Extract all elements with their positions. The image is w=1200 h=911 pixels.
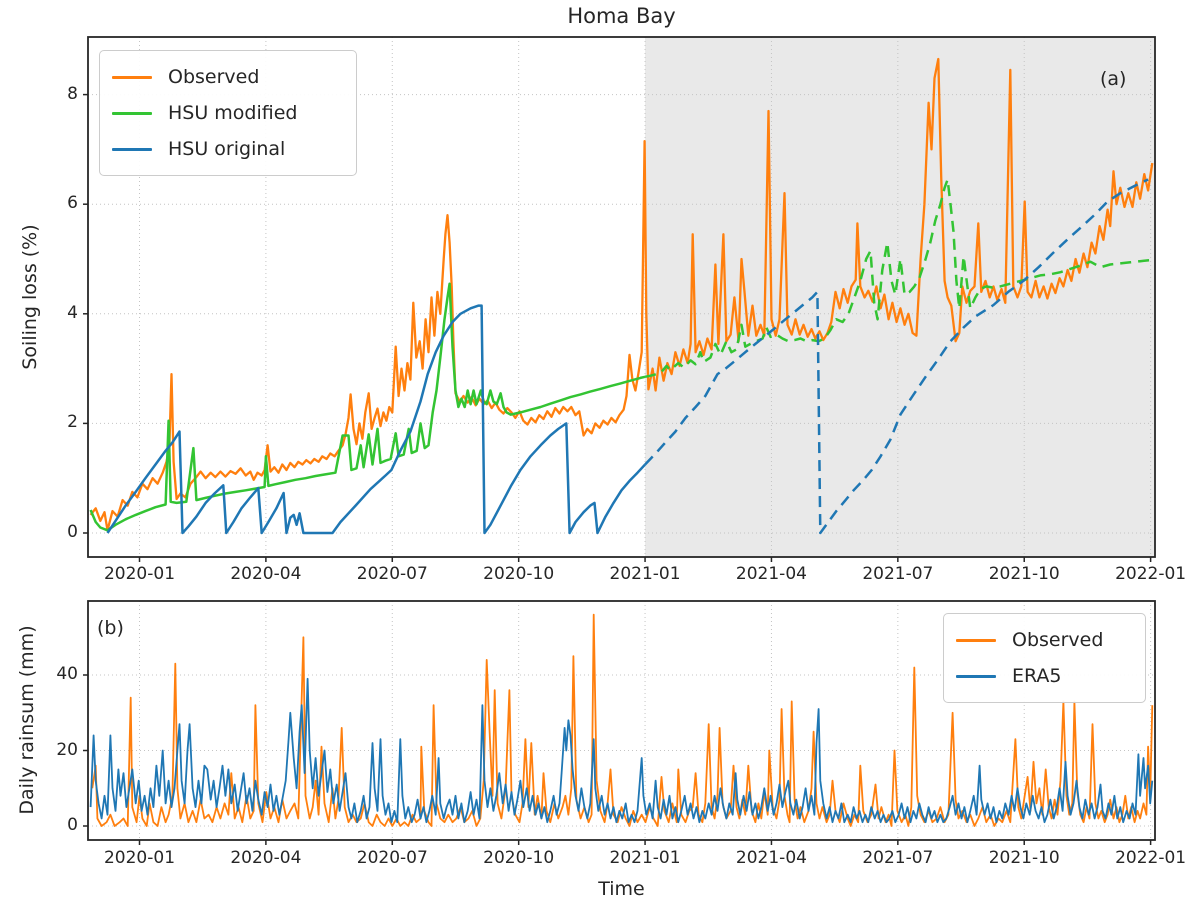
y-tick-label-panel-a: 4 bbox=[67, 302, 78, 323]
observed-line-swatch bbox=[112, 75, 152, 79]
x-tick-label-panel-a: 2021-07 bbox=[862, 564, 934, 584]
hsu-modified-line-swatch bbox=[112, 111, 152, 115]
y-tick-label-panel-b: 0 bbox=[67, 815, 78, 835]
series-group bbox=[89, 57, 1154, 535]
y-tick-label-panel-a: 2 bbox=[67, 412, 78, 433]
x-tick-label-panel-a: 2020-10 bbox=[483, 564, 555, 584]
legend-label: Observed bbox=[168, 66, 260, 88]
hsu-original-solid-line-panel-a bbox=[106, 304, 647, 535]
panel-a-annotation: (a) bbox=[1100, 68, 1127, 90]
x-tick-label-panel-b: 2021-01 bbox=[609, 848, 681, 868]
hsu-original-dashed-line-panel-a bbox=[644, 178, 1149, 535]
era5-line-swatch bbox=[956, 674, 996, 678]
y-tick-label-panel-b: 40 bbox=[56, 664, 78, 684]
panel-b-annotation: (b) bbox=[97, 617, 124, 639]
x-tick-label-panel-a: 2020-07 bbox=[356, 564, 428, 584]
y-tick-label-panel-a: 6 bbox=[67, 193, 78, 214]
legend-item-observed-b: Observed bbox=[956, 622, 1131, 658]
x-tick-label-panel-b: 2020-04 bbox=[230, 848, 302, 868]
x-axis-label-time: Time bbox=[598, 878, 645, 900]
legend-item-observed-a: Observed bbox=[112, 59, 342, 95]
series-group bbox=[89, 613, 1154, 827]
x-tick-label-panel-b: 2020-07 bbox=[356, 848, 428, 868]
era5-solid-line-panel-b bbox=[89, 677, 1154, 824]
observed-solid-line-panel-a bbox=[89, 57, 1154, 532]
hsu-modified-dashed-line-panel-a bbox=[644, 178, 1151, 379]
panel-a bbox=[83, 36, 1156, 562]
panel-b-ylabel: Daily rainsum (mm) bbox=[16, 625, 38, 815]
observed-line-swatch bbox=[956, 638, 996, 642]
panel-a-legend: Observed HSU modified HSU original bbox=[99, 50, 357, 176]
x-tick-label-panel-a: 2020-04 bbox=[230, 564, 302, 584]
panel-b bbox=[83, 600, 1156, 845]
figure-title: Homa Bay bbox=[567, 4, 676, 28]
legend-label: Observed bbox=[1012, 629, 1104, 651]
x-tick-label-panel-b: 2021-04 bbox=[735, 848, 807, 868]
panel-a-ylabel: Soiling loss (%) bbox=[19, 224, 41, 370]
hsu-original-line-swatch bbox=[112, 147, 152, 151]
legend-item-era5-b: ERA5 bbox=[956, 658, 1131, 694]
x-tick-label-panel-a: 2022-01 bbox=[1115, 564, 1187, 584]
panel-b-legend: Observed ERA5 bbox=[943, 613, 1146, 703]
tick-marks bbox=[83, 674, 1152, 845]
x-tick-label-panel-a: 2020-01 bbox=[103, 564, 176, 584]
x-tick-label-panel-b: 2020-10 bbox=[483, 848, 555, 868]
axes-frame bbox=[87, 36, 1156, 558]
x-tick-label-panel-b: 2022-01 bbox=[1115, 848, 1187, 868]
legend-label: HSU original bbox=[168, 138, 286, 160]
y-tick-label-panel-b: 20 bbox=[56, 739, 78, 760]
legend-item-hsu-original-a: HSU original bbox=[112, 131, 342, 167]
y-tick-label-panel-a: 0 bbox=[67, 522, 78, 542]
x-tick-label-panel-b: 2021-07 bbox=[862, 848, 934, 868]
x-tick-label-panel-a: 2021-01 bbox=[609, 564, 681, 584]
y-tick-label-panel-a: 8 bbox=[67, 83, 78, 104]
tick-marks bbox=[83, 93, 1152, 562]
x-tick-label-panel-a: 2021-04 bbox=[735, 564, 807, 584]
x-tick-label-panel-b: 2020-01 bbox=[103, 848, 176, 868]
hsu-modified-solid-line-panel-a bbox=[89, 282, 646, 532]
legend-label: ERA5 bbox=[1012, 665, 1062, 687]
x-tick-label-panel-a: 2021-10 bbox=[988, 564, 1060, 584]
axes-frame bbox=[87, 600, 1156, 841]
forecast-shaded-region bbox=[645, 37, 1155, 557]
legend-label: HSU modified bbox=[168, 102, 298, 124]
x-tick-label-panel-b: 2021-10 bbox=[988, 848, 1060, 868]
legend-item-hsu-modified-a: HSU modified bbox=[112, 95, 342, 131]
